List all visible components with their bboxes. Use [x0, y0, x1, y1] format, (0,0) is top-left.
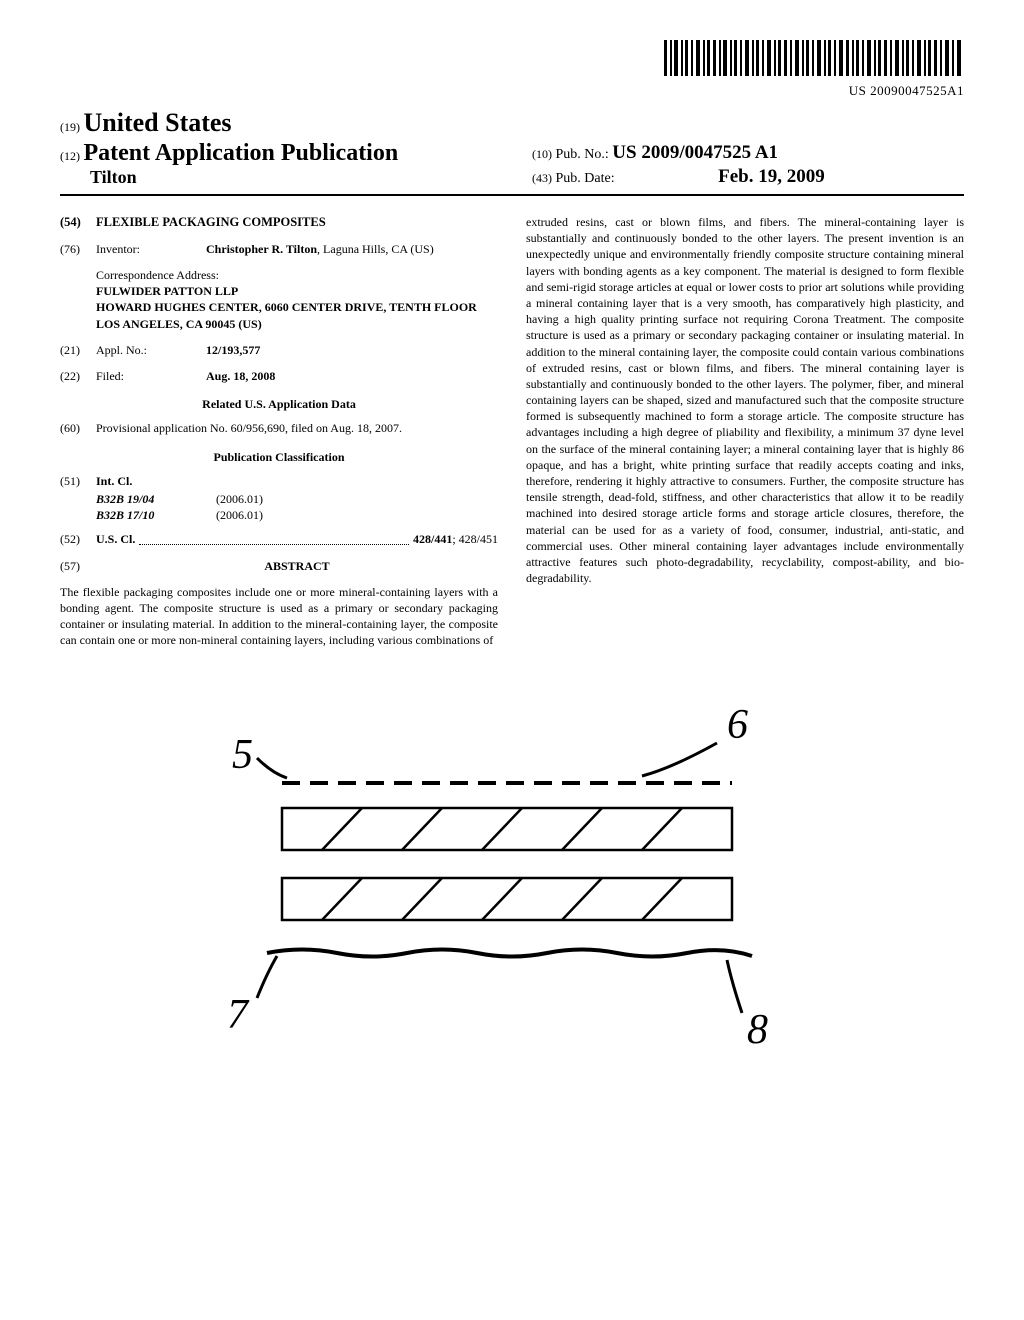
dotted-leader	[139, 535, 409, 545]
title-entry: (54) FLEXIBLE PACKAGING COMPOSITES	[60, 214, 498, 231]
corr-line-3: LOS ANGELES, CA 90045 (US)	[96, 317, 262, 331]
corr-line-1: FULWIDER PATTON LLP	[96, 284, 238, 298]
left-column: (54) FLEXIBLE PACKAGING COMPOSITES (76) …	[60, 214, 498, 648]
intcl-row-1: B32B 19/04 (2006.01)	[96, 491, 498, 507]
intcl2-year: (2006.01)	[216, 507, 263, 523]
inventor-entry: (76) Inventor: Christopher R. Tilton, La…	[60, 241, 498, 257]
pubdate-label: Pub. Date:	[556, 171, 615, 186]
header-right: (10) Pub. No.: US 2009/0047525 A1 (43) P…	[492, 142, 964, 188]
uscl-label: U.S. Cl.	[96, 532, 135, 546]
code-57: (57)	[60, 558, 96, 574]
barcode: US 20090047525A1	[664, 40, 964, 99]
code-21: (21)	[60, 342, 96, 358]
inventor-loc: , Laguna Hills, CA (US)	[317, 242, 434, 256]
code-10: (10)	[532, 147, 552, 161]
pubdate-value: Feb. 19, 2009	[718, 166, 825, 187]
intcl-row-2: B32B 17/10 (2006.01)	[96, 507, 498, 523]
code-43: (43)	[532, 171, 552, 185]
patent-figure: 5 6 7 8	[172, 698, 852, 1078]
related-header: Related U.S. Application Data	[60, 396, 498, 412]
intcl1-year: (2006.01)	[216, 491, 263, 507]
intcl1-code: B32B 19/04	[96, 491, 216, 507]
code-76: (76)	[60, 241, 96, 257]
figure-label-8: 8	[747, 1007, 768, 1053]
pubno-label: Pub. No.:	[556, 147, 609, 162]
filed-value: Aug. 18, 2008	[206, 369, 275, 383]
applno-entry: (21) Appl. No.: 12/193,577	[60, 342, 498, 358]
uscl-value: 428/441	[413, 532, 452, 546]
uscl-entry: (52) U.S. Cl. 428/441; 428/451	[60, 531, 498, 547]
applno-value: 12/193,577	[206, 343, 260, 357]
pubno-line: (10) Pub. No.: US 2009/0047525 A1	[532, 142, 964, 164]
filed-label: Filed:	[96, 368, 206, 384]
applno-label: Appl. No.:	[96, 342, 206, 358]
abstract-left-text: The flexible packaging composites includ…	[60, 584, 498, 649]
intcl-label: Int. Cl.	[96, 474, 132, 488]
intcl-block: B32B 19/04 (2006.01) B32B 17/10 (2006.01…	[96, 491, 498, 523]
pubclass-header: Publication Classification	[60, 449, 498, 465]
barcode-lines	[664, 40, 964, 76]
uscl-value2: ; 428/451	[452, 532, 498, 546]
country-line: (19) United States	[60, 108, 492, 138]
provisional-text: Provisional application No. 60/956,690, …	[96, 420, 498, 436]
doc-type: Patent Application Publication	[84, 140, 399, 166]
right-column: extruded resins, cast or blown films, an…	[526, 214, 964, 648]
barcode-number: US 20090047525A1	[664, 83, 964, 99]
figure-label-7: 7	[227, 992, 250, 1038]
correspondence-label: Correspondence Address:	[96, 267, 498, 283]
abstract-label: ABSTRACT	[264, 559, 329, 573]
barcode-section: US 20090047525A1	[60, 40, 964, 100]
figure-area: 5 6 7 8	[60, 698, 964, 1083]
corr-line-2: HOWARD HUGHES CENTER, 6060 CENTER DRIVE,…	[96, 300, 477, 314]
intcl-entry: (51) Int. Cl.	[60, 473, 498, 489]
code-52: (52)	[60, 531, 96, 547]
inventor-name: Christopher R. Tilton	[206, 242, 317, 256]
correspondence-block: Correspondence Address: FULWIDER PATTON …	[96, 267, 498, 332]
abstract-entry: (57) ABSTRACT	[60, 558, 498, 574]
code-22: (22)	[60, 368, 96, 384]
figure-label-5: 5	[232, 732, 253, 778]
content-columns: (54) FLEXIBLE PACKAGING COMPOSITES (76) …	[60, 214, 964, 648]
intcl2-code: B32B 17/10	[96, 507, 216, 523]
figure-label-6: 6	[727, 702, 748, 748]
header-row: (19) United States (12) Patent Applicati…	[60, 108, 964, 188]
code-60: (60)	[60, 420, 96, 436]
pub-line: (12) Patent Application Publication	[60, 140, 492, 167]
code-51: (51)	[60, 473, 96, 489]
inventor-label: Inventor:	[96, 241, 206, 257]
abstract-right-text: extruded resins, cast or blown films, an…	[526, 214, 964, 586]
code-12: (12)	[60, 149, 80, 163]
inventor-value: Christopher R. Tilton, Laguna Hills, CA …	[206, 241, 498, 257]
header-left: (19) United States (12) Patent Applicati…	[60, 108, 492, 188]
pubdate-line: (43) Pub. Date: Feb. 19, 2009	[532, 166, 964, 188]
pubno-value: US 2009/0047525 A1	[612, 142, 778, 163]
code-54: (54)	[60, 214, 96, 231]
provisional-entry: (60) Provisional application No. 60/956,…	[60, 420, 498, 436]
header-divider	[60, 194, 964, 196]
applicant-name: Tilton	[60, 167, 492, 188]
patent-title: FLEXIBLE PACKAGING COMPOSITES	[96, 214, 326, 231]
filed-entry: (22) Filed: Aug. 18, 2008	[60, 368, 498, 384]
code-19: (19)	[60, 120, 80, 134]
country-name: United States	[84, 108, 232, 137]
